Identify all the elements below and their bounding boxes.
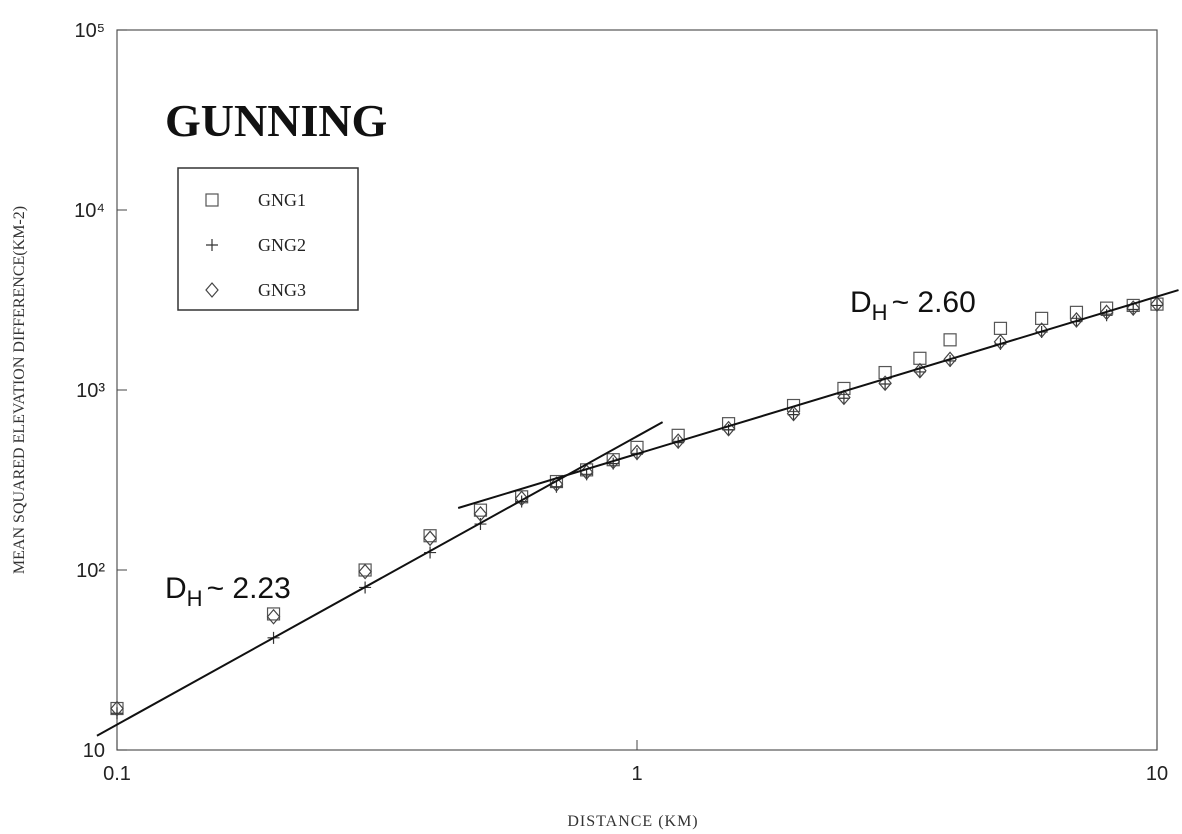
point xyxy=(837,389,851,406)
point xyxy=(879,377,892,390)
point xyxy=(473,505,488,522)
point xyxy=(111,707,123,720)
point xyxy=(266,608,281,625)
point xyxy=(1069,312,1084,328)
point xyxy=(630,444,644,461)
legend-marker xyxy=(206,239,218,251)
point xyxy=(787,408,800,421)
legend-marker xyxy=(205,282,219,298)
legend-marker xyxy=(205,193,219,207)
point xyxy=(721,420,736,437)
y-tick-label: 10² xyxy=(76,560,105,582)
fit-line xyxy=(457,289,1179,509)
point xyxy=(514,490,529,507)
point xyxy=(358,563,372,580)
chart-title: GUNNING xyxy=(165,95,387,146)
point xyxy=(110,700,124,717)
y-tick-label: 10 xyxy=(83,740,105,762)
point xyxy=(913,362,927,379)
point xyxy=(549,476,564,493)
x-tick-label: 10 xyxy=(1146,763,1168,785)
point xyxy=(837,392,850,405)
fit-label: DH ~ 2.60 xyxy=(850,286,976,325)
fit-subscript: H xyxy=(872,300,888,325)
point xyxy=(473,503,488,517)
fit-symbol: D xyxy=(850,286,872,319)
fit-subscript: H xyxy=(187,586,203,611)
fit-text: ~ 2.23 xyxy=(207,572,291,605)
y-tick-label: 10⁴ xyxy=(74,200,105,222)
x-axis-label: DISTANCE (KM) xyxy=(567,813,698,830)
fit-text: ~ 2.60 xyxy=(892,286,976,319)
legend-label: GNG3 xyxy=(258,280,306,300)
point xyxy=(1127,303,1140,316)
point xyxy=(1150,296,1164,313)
point xyxy=(1034,322,1049,339)
point xyxy=(423,530,437,547)
fit-label: DH ~ 2.23 xyxy=(165,572,291,611)
legend-label: GNG2 xyxy=(258,235,306,255)
point xyxy=(943,333,957,347)
point xyxy=(671,433,685,450)
point xyxy=(423,529,437,543)
y-axis-label: MEAN SQUARED ELEVATION DIFFERENCE(KM-2) xyxy=(11,206,28,574)
point xyxy=(786,405,801,422)
x-tick-label: 1 xyxy=(631,763,642,785)
point xyxy=(993,333,1008,350)
legend-label: GNG1 xyxy=(258,190,306,210)
point xyxy=(1035,311,1049,325)
point xyxy=(266,607,281,621)
point xyxy=(913,351,927,365)
y-tick-label: 10³ xyxy=(76,380,105,402)
y-tick-label: 10⁵ xyxy=(74,20,105,42)
fit-symbol: D xyxy=(165,572,187,605)
x-tick-label: 0.1 xyxy=(103,763,131,785)
point xyxy=(1151,299,1163,312)
legend-box xyxy=(177,167,359,311)
point xyxy=(993,321,1008,335)
